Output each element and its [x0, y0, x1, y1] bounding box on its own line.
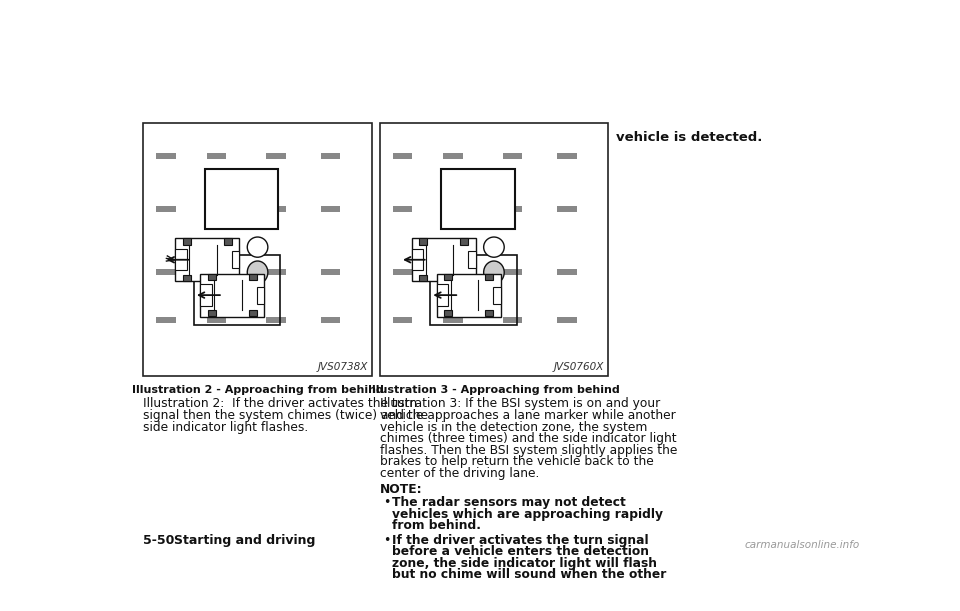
Bar: [393, 318, 412, 323]
Bar: [201, 284, 212, 306]
Bar: [256, 287, 264, 304]
Bar: [249, 310, 256, 316]
Bar: [502, 153, 522, 159]
Bar: [486, 274, 493, 280]
Text: vehicles which are approaching rapidly: vehicles which are approaching rapidly: [392, 508, 663, 521]
Bar: [468, 251, 475, 268]
Bar: [183, 238, 191, 245]
Bar: [176, 249, 187, 271]
Text: Illustration 2:  If the driver activates the turn: Illustration 2: If the driver activates …: [143, 398, 418, 411]
Bar: [444, 153, 463, 159]
Bar: [420, 274, 427, 281]
Bar: [502, 318, 522, 323]
Bar: [201, 274, 264, 316]
Ellipse shape: [248, 237, 268, 257]
Bar: [493, 287, 501, 304]
Text: vehicle is in the detection zone, the system: vehicle is in the detection zone, the sy…: [379, 420, 647, 434]
Text: chimes (three times) and the side indicator light: chimes (three times) and the side indica…: [379, 432, 676, 445]
Bar: [249, 274, 256, 280]
Text: 5-50: 5-50: [143, 534, 175, 547]
Bar: [156, 153, 176, 159]
Bar: [379, 123, 609, 376]
Text: from behind.: from behind.: [392, 519, 481, 532]
Text: Illustration 2 - Approaching from behind: Illustration 2 - Approaching from behind: [132, 385, 383, 395]
Bar: [558, 269, 577, 276]
Text: JVS0760X: JVS0760X: [554, 362, 605, 372]
Text: NOTE:: NOTE:: [379, 483, 422, 496]
Ellipse shape: [248, 261, 268, 284]
Bar: [437, 274, 501, 316]
Bar: [444, 274, 452, 280]
Text: brakes to help return the vehicle back to the: brakes to help return the vehicle back t…: [379, 455, 654, 468]
Text: Illustration 3 - Approaching from behind: Illustration 3 - Approaching from behind: [368, 385, 620, 395]
Text: vehicle is detected.: vehicle is detected.: [616, 131, 762, 144]
Bar: [183, 274, 191, 281]
Bar: [420, 238, 427, 245]
Bar: [437, 284, 448, 306]
Bar: [208, 310, 216, 316]
Bar: [444, 310, 452, 316]
Ellipse shape: [484, 237, 504, 257]
Text: •: •: [383, 496, 390, 509]
Bar: [208, 274, 216, 280]
Text: carmanualsonline.info: carmanualsonline.info: [745, 540, 860, 550]
Bar: [206, 318, 227, 323]
Bar: [444, 318, 463, 323]
Bar: [558, 207, 577, 212]
Bar: [321, 269, 341, 276]
Bar: [156, 318, 176, 323]
Bar: [206, 269, 227, 276]
Bar: [176, 238, 239, 281]
Bar: [412, 249, 423, 271]
Bar: [444, 269, 463, 276]
Bar: [393, 269, 412, 276]
Text: side indicator light flashes.: side indicator light flashes.: [143, 420, 308, 434]
Bar: [460, 238, 468, 245]
Text: Starting and driving: Starting and driving: [175, 534, 316, 547]
Text: •: •: [383, 534, 390, 547]
Text: before a vehicle enters the detection: before a vehicle enters the detection: [392, 546, 649, 558]
Bar: [266, 318, 285, 323]
Text: flashes. Then the BSI system slightly applies the: flashes. Then the BSI system slightly ap…: [379, 444, 677, 456]
Bar: [194, 255, 280, 326]
Text: Illustration 3: If the BSI system is on and your: Illustration 3: If the BSI system is on …: [379, 398, 660, 411]
Text: zone, the side indicator light will flash: zone, the side indicator light will flas…: [392, 557, 657, 570]
Bar: [558, 318, 577, 323]
Bar: [206, 153, 227, 159]
Bar: [143, 123, 372, 376]
Ellipse shape: [484, 261, 504, 284]
Bar: [486, 310, 493, 316]
Bar: [231, 251, 239, 268]
Bar: [502, 207, 522, 212]
Bar: [393, 153, 412, 159]
Bar: [393, 207, 412, 212]
Bar: [321, 318, 341, 323]
Text: signal then the system chimes (twice) and the: signal then the system chimes (twice) an…: [143, 409, 428, 422]
Bar: [558, 153, 577, 159]
Bar: [156, 269, 176, 276]
Text: The radar sensors may not detect: The radar sensors may not detect: [392, 496, 626, 509]
Bar: [224, 238, 231, 245]
Bar: [224, 274, 231, 281]
Bar: [444, 207, 463, 212]
Text: but no chime will sound when the other: but no chime will sound when the other: [392, 568, 666, 582]
Bar: [321, 153, 341, 159]
Bar: [460, 274, 468, 281]
Bar: [205, 169, 278, 230]
Bar: [502, 269, 522, 276]
Text: JVS0738X: JVS0738X: [318, 362, 368, 372]
Bar: [266, 269, 285, 276]
Bar: [430, 255, 516, 326]
Bar: [266, 207, 285, 212]
Bar: [442, 169, 515, 230]
Text: If the driver activates the turn signal: If the driver activates the turn signal: [392, 534, 649, 547]
Bar: [156, 207, 176, 212]
Bar: [206, 207, 227, 212]
Bar: [412, 238, 475, 281]
Bar: [266, 153, 285, 159]
Bar: [321, 207, 341, 212]
Text: vehicle approaches a lane marker while another: vehicle approaches a lane marker while a…: [379, 409, 676, 422]
Text: center of the driving lane.: center of the driving lane.: [379, 467, 539, 480]
